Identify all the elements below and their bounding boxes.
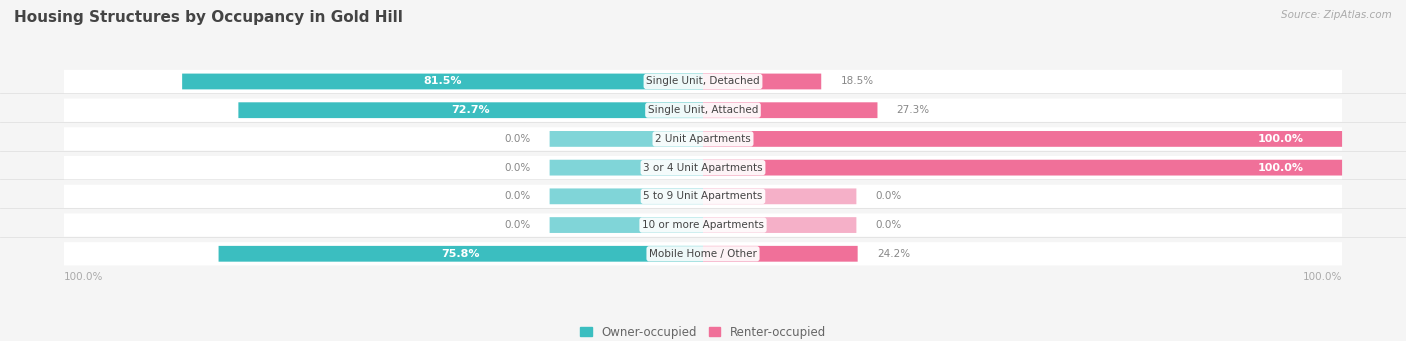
FancyBboxPatch shape: [63, 242, 1343, 265]
Text: 10 or more Apartments: 10 or more Apartments: [643, 220, 763, 230]
Text: 0.0%: 0.0%: [505, 191, 530, 201]
FancyBboxPatch shape: [703, 160, 1343, 176]
FancyBboxPatch shape: [703, 189, 856, 204]
Text: 18.5%: 18.5%: [841, 76, 873, 87]
FancyBboxPatch shape: [703, 246, 858, 262]
FancyBboxPatch shape: [63, 185, 1343, 208]
FancyBboxPatch shape: [63, 156, 1343, 179]
Text: Housing Structures by Occupancy in Gold Hill: Housing Structures by Occupancy in Gold …: [14, 10, 404, 25]
Legend: Owner-occupied, Renter-occupied: Owner-occupied, Renter-occupied: [575, 321, 831, 341]
FancyBboxPatch shape: [550, 217, 703, 233]
Text: 100.0%: 100.0%: [1258, 163, 1303, 173]
Text: 0.0%: 0.0%: [876, 191, 901, 201]
Text: 75.8%: 75.8%: [441, 249, 479, 259]
Text: 0.0%: 0.0%: [876, 220, 901, 230]
FancyBboxPatch shape: [218, 246, 703, 262]
FancyBboxPatch shape: [703, 74, 821, 89]
FancyBboxPatch shape: [550, 189, 703, 204]
FancyBboxPatch shape: [63, 70, 1343, 93]
Text: 3 or 4 Unit Apartments: 3 or 4 Unit Apartments: [643, 163, 763, 173]
FancyBboxPatch shape: [63, 213, 1343, 237]
Text: 100.0%: 100.0%: [1303, 272, 1343, 282]
Text: 81.5%: 81.5%: [423, 76, 461, 87]
Text: 24.2%: 24.2%: [877, 249, 910, 259]
Text: 100.0%: 100.0%: [1258, 134, 1303, 144]
Text: 27.3%: 27.3%: [897, 105, 929, 115]
FancyBboxPatch shape: [703, 217, 856, 233]
Text: Source: ZipAtlas.com: Source: ZipAtlas.com: [1281, 10, 1392, 20]
FancyBboxPatch shape: [550, 131, 703, 147]
Text: 0.0%: 0.0%: [505, 134, 530, 144]
Text: Mobile Home / Other: Mobile Home / Other: [650, 249, 756, 259]
Text: Single Unit, Detached: Single Unit, Detached: [647, 76, 759, 87]
Text: 100.0%: 100.0%: [63, 272, 103, 282]
FancyBboxPatch shape: [550, 160, 703, 176]
FancyBboxPatch shape: [239, 102, 703, 118]
FancyBboxPatch shape: [183, 74, 703, 89]
FancyBboxPatch shape: [63, 127, 1343, 150]
FancyBboxPatch shape: [703, 102, 877, 118]
Text: Single Unit, Attached: Single Unit, Attached: [648, 105, 758, 115]
Text: 0.0%: 0.0%: [505, 163, 530, 173]
Text: 0.0%: 0.0%: [505, 220, 530, 230]
Text: 72.7%: 72.7%: [451, 105, 491, 115]
Text: 5 to 9 Unit Apartments: 5 to 9 Unit Apartments: [644, 191, 762, 201]
Text: 2 Unit Apartments: 2 Unit Apartments: [655, 134, 751, 144]
FancyBboxPatch shape: [63, 99, 1343, 122]
FancyBboxPatch shape: [703, 131, 1343, 147]
